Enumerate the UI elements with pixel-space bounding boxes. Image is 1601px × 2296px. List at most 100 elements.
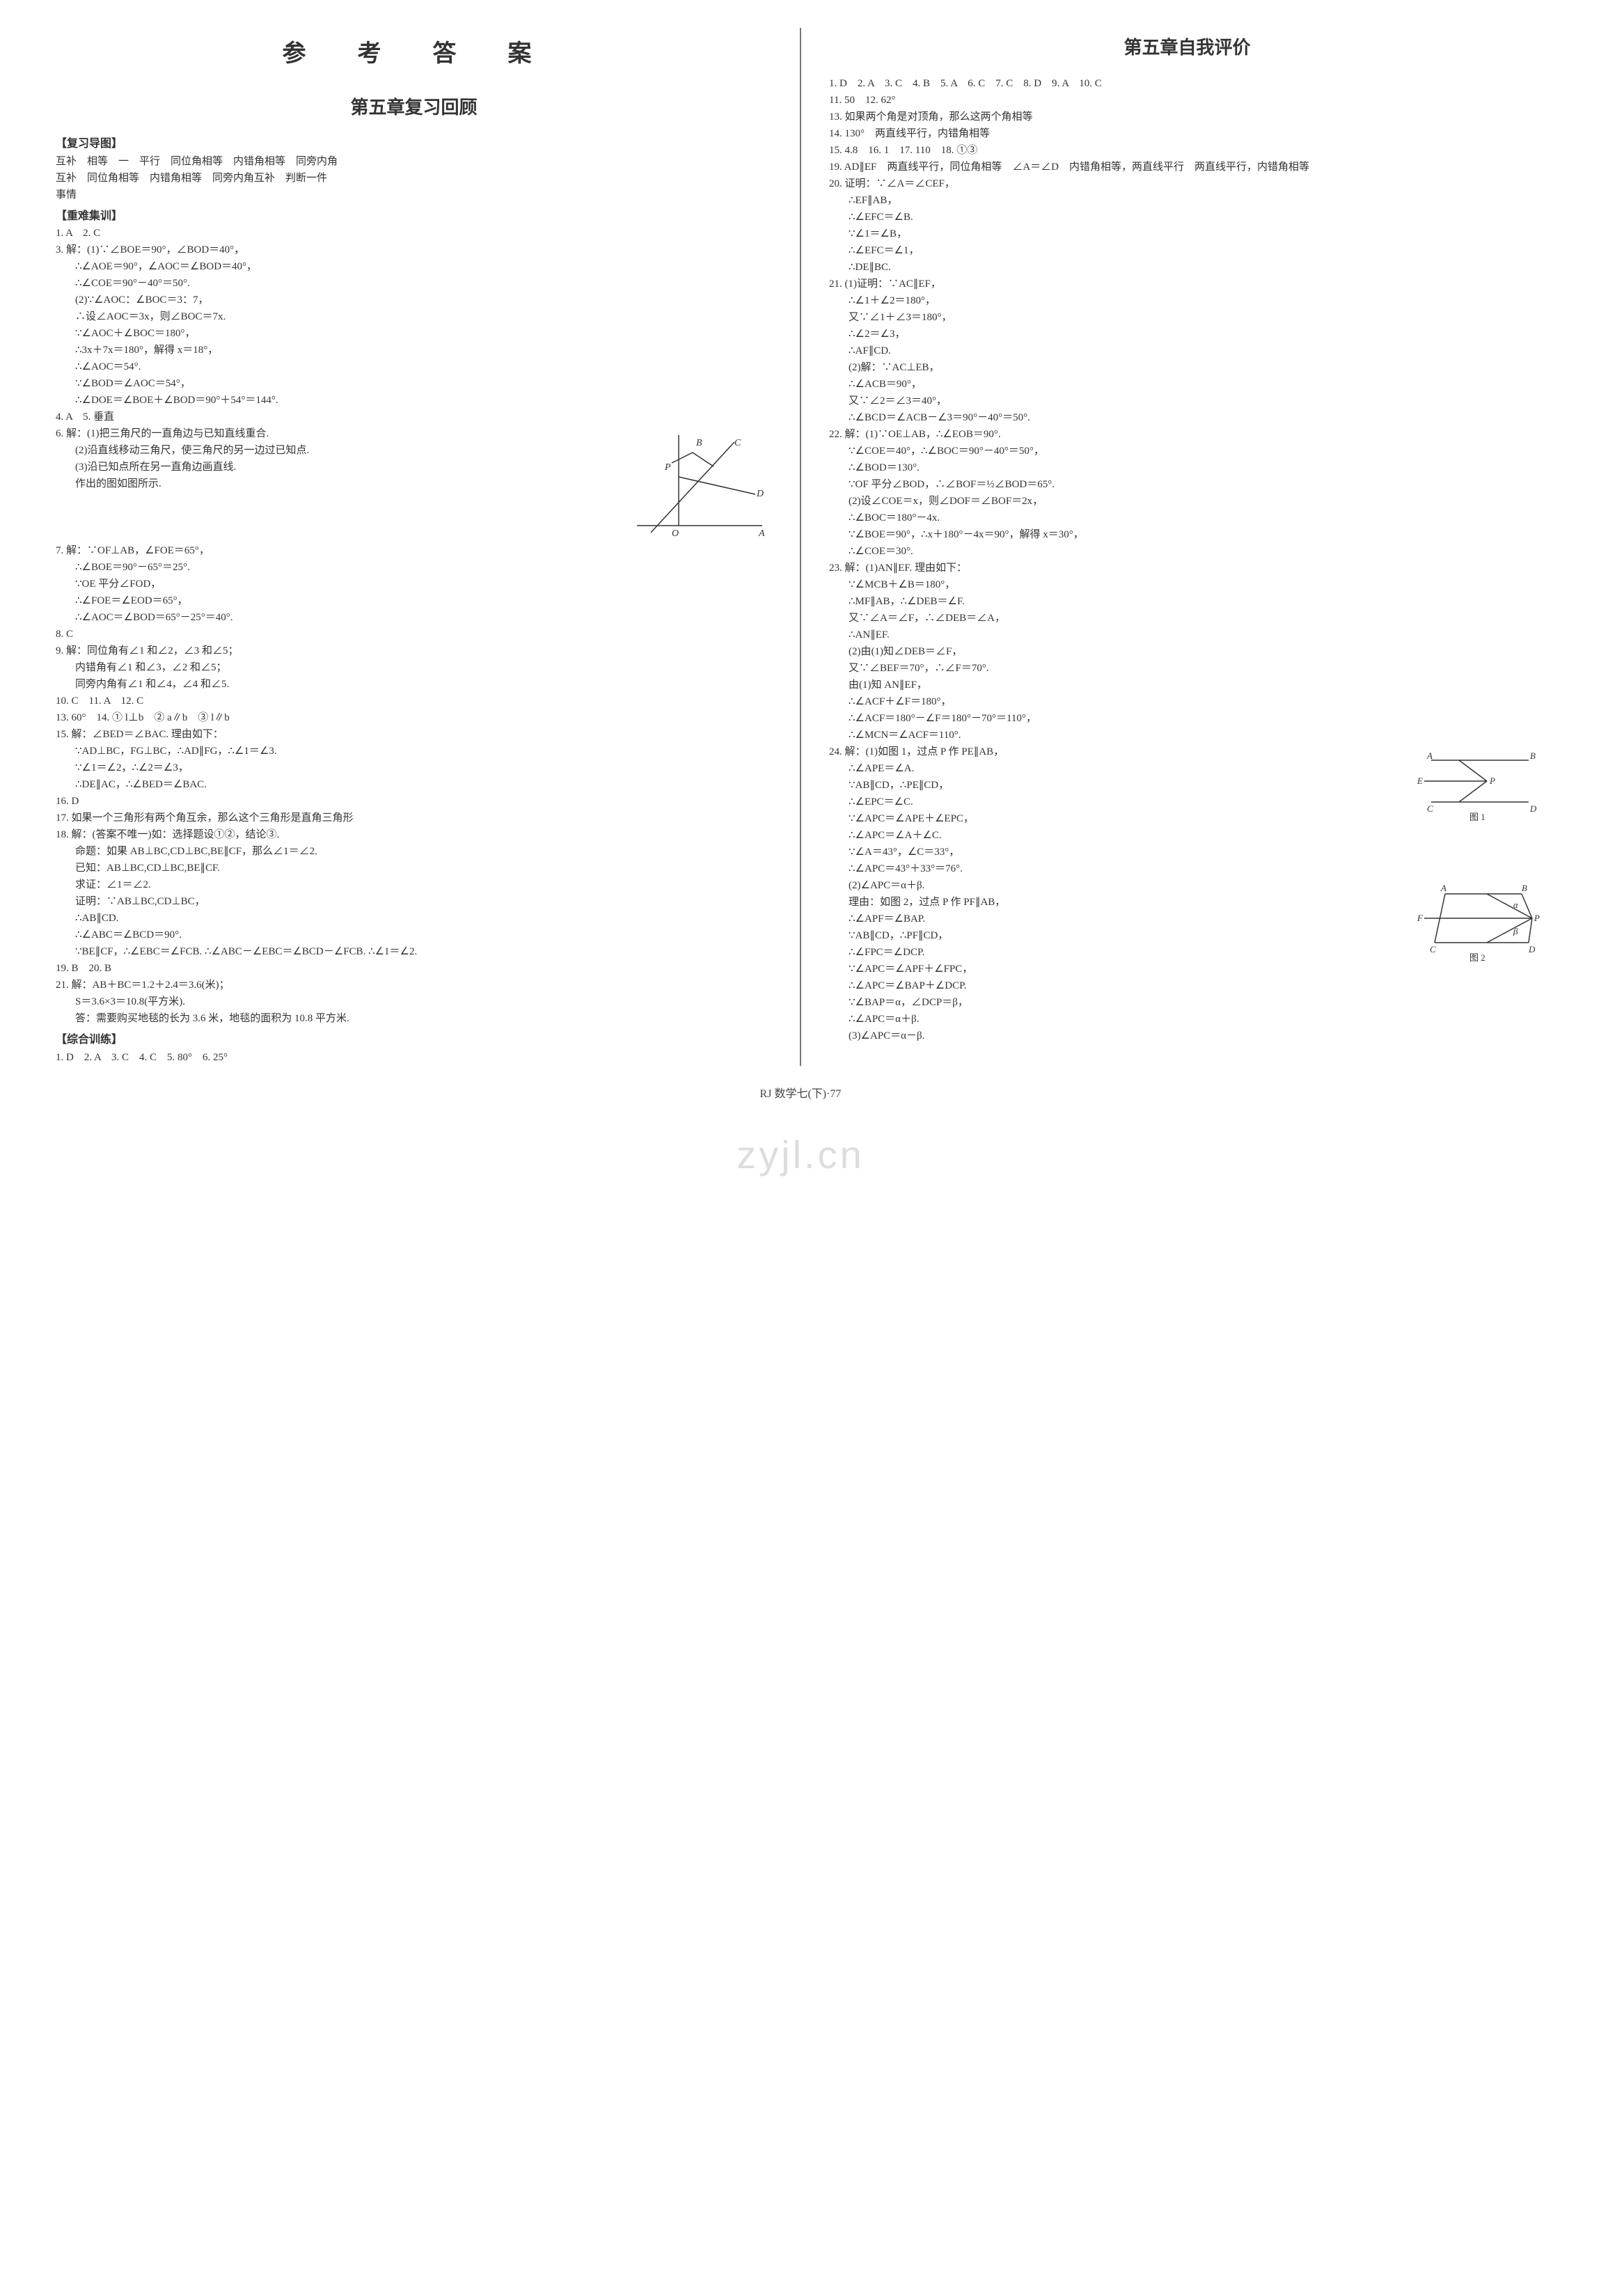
fig2-caption: 图 2 (1469, 952, 1485, 963)
q24-line: ∴∠APC＝α＋β. (829, 1011, 1545, 1028)
fig1-P: P (1489, 776, 1495, 786)
q21-line: ∴∠BCD＝∠ACB－∠3＝90°－40°＝50°. (829, 409, 1545, 426)
q24-line: ∴∠APC＝43°＋33°＝76°. (829, 860, 1545, 877)
q23-line: (2)由(1)知∠DEB＝∠F， (829, 643, 1545, 660)
q20-line: ∴DE∥BC. (829, 259, 1545, 276)
q21-line: ∴∠ACB＝90°， (829, 376, 1545, 393)
q19: 19. AD∥EF 两直线平行，同位角相等 ∠A＝∠D 内错角相等，两直线平行 … (829, 159, 1545, 175)
watermark: zyjl.cn (56, 1124, 1545, 1186)
q21-line: ∴AF∥CD. (829, 343, 1545, 359)
q23-line: ∴∠ACF＝180°－∠F＝180°－70°＝110°， (829, 710, 1545, 727)
q3: 3. 解：(1)∵∠BOE＝90°，∠BOD＝40°， (56, 242, 772, 258)
q7-line: ∵OE 平分∠FOD， (56, 576, 772, 592)
q13: 13. 如果两个角是对顶角，那么这两个角相等 (829, 109, 1545, 125)
text-line: 互补 相等 一 平行 同位角相等 内错角相等 同旁内角 (56, 153, 772, 170)
q15-line: ∴DE∥AC，∴∠BED＝∠BAC. (56, 776, 772, 793)
left-column: 参 考 答 案 第五章复习回顾 【复习导图】 互补 相等 一 平行 同位角相等 … (56, 28, 772, 1066)
q20-line: ∴∠EFC＝∠B. (829, 209, 1545, 226)
fig2-P: P (1533, 913, 1540, 923)
fig1-B: B (1530, 750, 1536, 761)
q18-line: ∴∠ABC＝∠BCD＝90°. (56, 927, 772, 943)
q20-line: ∴EF∥AB， (829, 192, 1545, 209)
answer-row: 13. 60° 14. ① l⊥b ② a∥b ③ l∥b (56, 709, 772, 726)
label-O: O (672, 528, 679, 539)
q21-line: 21. (1)证明：∵AC∥EF， (829, 276, 1545, 292)
q15-line: 15. 解：∠BED＝∠BAC. 理由如下： (56, 726, 772, 743)
q23-line: ∴AN∥EF. (829, 627, 1545, 643)
q22-line: ∵OF 平分∠BOD，∴∠BOF＝½∠BOD＝65°. (829, 476, 1545, 493)
q20-line: 20. 证明：∵∠A＝∠CEF， (829, 175, 1545, 192)
q23-line: ∵∠MCB＋∠B＝180°， (829, 576, 1545, 593)
q3-line: ∴∠DOE＝∠BOE＋∠BOD＝90°＋54°＝144°. (56, 392, 772, 409)
q23-line: 又∵∠A＝∠F，∴∠DEB＝∠A， (829, 610, 1545, 627)
page-footer: RJ 数学七(下)·77 (56, 1085, 1545, 1103)
fig2-D: D (1528, 944, 1536, 954)
label-D: D (756, 489, 764, 499)
q18-line: 求证：∠1＝∠2. (56, 876, 772, 893)
fig1-E: E (1417, 776, 1423, 786)
q9-line: 内错角有∠1 和∠3，∠2 和∠5； (56, 659, 772, 676)
q24-line: ∵∠A＝43°，∠C＝33°， (829, 844, 1545, 860)
q22-line: ∴∠COE＝30°. (829, 543, 1545, 560)
q21-line: ∴∠2＝∠3， (829, 326, 1545, 343)
fig2-C: C (1430, 944, 1436, 954)
q23-line: ∴∠MCN＝∠ACF＝110°. (829, 727, 1545, 744)
q7-line: 7. 解：∵OF⊥AB，∠FOE＝65°， (56, 542, 772, 559)
q3-line: (2)∵∠AOC：∠BOC＝3：7， (56, 292, 772, 308)
q23-line: 由(1)知 AN∥EF， (829, 677, 1545, 693)
column-divider (800, 28, 801, 1066)
q9-line: 同旁内角有∠1 和∠4，∠4 和∠5. (56, 676, 772, 693)
q20-line: ∵∠1＝∠B， (829, 226, 1545, 242)
q21-line: 答：需要购买地毯的长为 3.6 米，地毯的面积为 10.8 平方米. (56, 1010, 772, 1027)
answer-row: 19. B 20. B (56, 960, 772, 977)
q18-line: 18. 解：(答案不唯一)如：选择题设①②，结论③. (56, 826, 772, 843)
answer-row: 1. D 2. A 3. C 4. C 5. 80° 6. 25° (56, 1049, 772, 1066)
q17: 17. 如果一个三角形有两个角互余，那么这个三角形是直角三角形 (56, 810, 772, 826)
q21-line: 21. 解：AB＋BC＝1.2＋2.4＝3.6(米)； (56, 977, 772, 993)
fig2-F: F (1417, 913, 1423, 923)
label-B: B (696, 438, 702, 448)
label-P: P (664, 462, 671, 473)
q23-line: 23. 解：(1)AN∥EF. 理由如下： (829, 560, 1545, 576)
q3-line: ∵∠AOC＋∠BOC＝180°， (56, 325, 772, 342)
q23-line: 又∵∠BEF＝70°，∴∠F＝70°. (829, 660, 1545, 677)
section-zonghe: 【综合训练】 (56, 1031, 772, 1049)
label-C: C (734, 438, 741, 448)
q21-line: S＝3.6×3＝10.8(平方米). (56, 993, 772, 1010)
main-title: 参 考 答 案 (56, 35, 772, 72)
q22-line: 22. 解：(1)∵OE⊥AB，∴∠EOB＝90°. (829, 426, 1545, 443)
answer-row: 4. A 5. 垂直 (56, 409, 772, 425)
fig1-A: A (1426, 750, 1433, 761)
q18-line: ∵BE∥CF，∴∠EBC＝∠FCB. ∴∠ABC－∠EBC＝∠BCD－∠FCB.… (56, 943, 772, 960)
q22-line: ∵∠BOE＝90°，∴x＋180°－4x＝90°，解得 x＝30°， (829, 526, 1545, 543)
q23-line: ∴MF∥AB，∴∠DEB＝∠F. (829, 593, 1545, 610)
fig1-C: C (1427, 803, 1433, 814)
answer-row: 1. A 2. C (56, 225, 772, 242)
q24-line: ∴∠APC＝∠A＋∠C. (829, 827, 1545, 844)
q3-line: ∵∠BOD＝∠AOC＝54°， (56, 375, 772, 392)
fig2-B: B (1522, 883, 1527, 893)
fig1-caption: 图 1 (1469, 812, 1485, 822)
answer-row: 16. D (56, 793, 772, 810)
label-A: A (758, 528, 765, 539)
q7-line: ∴∠AOC＝∠BOD＝65°－25°＝40°. (56, 609, 772, 626)
q3-line: ∴3x＋7x＝180°，解得 x＝18°， (56, 342, 772, 359)
fig2-beta: β (1513, 926, 1518, 936)
fig2-A: A (1440, 883, 1446, 893)
q15-line: ∵∠1＝∠2，∴∠2＝∠3， (56, 760, 772, 776)
q24-line: ∴∠APC＝∠BAP＋∠DCP. (829, 977, 1545, 994)
answer-row: 1. D 2. A 3. C 4. B 5. A 6. C 7. C 8. D … (829, 75, 1545, 92)
fig2-alpha: α (1513, 899, 1519, 910)
q21-line: ∴∠1＋∠2＝180°， (829, 292, 1545, 309)
q7-line: ∴∠BOE＝90°－65°＝25°. (56, 559, 772, 576)
answer-row: 10. C 11. A 12. C (56, 693, 772, 709)
geometry-diagram: O A B C D P (630, 428, 769, 540)
answer-row: 11. 50 12. 62° (829, 92, 1545, 109)
q3-line: ∴∠AOC＝54°. (56, 359, 772, 375)
q9-line: 9. 解：同位角有∠1 和∠2，∠3 和∠5； (56, 643, 772, 659)
q22-line: ∴∠BOD＝130°. (829, 459, 1545, 476)
q3-line: ∴∠AOE＝90°，∠AOC＝∠BOD＝40°， (56, 258, 772, 275)
right-column: 第五章自我评价 1. D 2. A 3. C 4. B 5. A 6. C 7.… (829, 28, 1545, 1066)
q21-line: (2)解：∵AC⊥EB， (829, 359, 1545, 376)
text-line: 互补 同位角相等 内错角相等 同旁内角互补 判断一件 (56, 170, 772, 187)
